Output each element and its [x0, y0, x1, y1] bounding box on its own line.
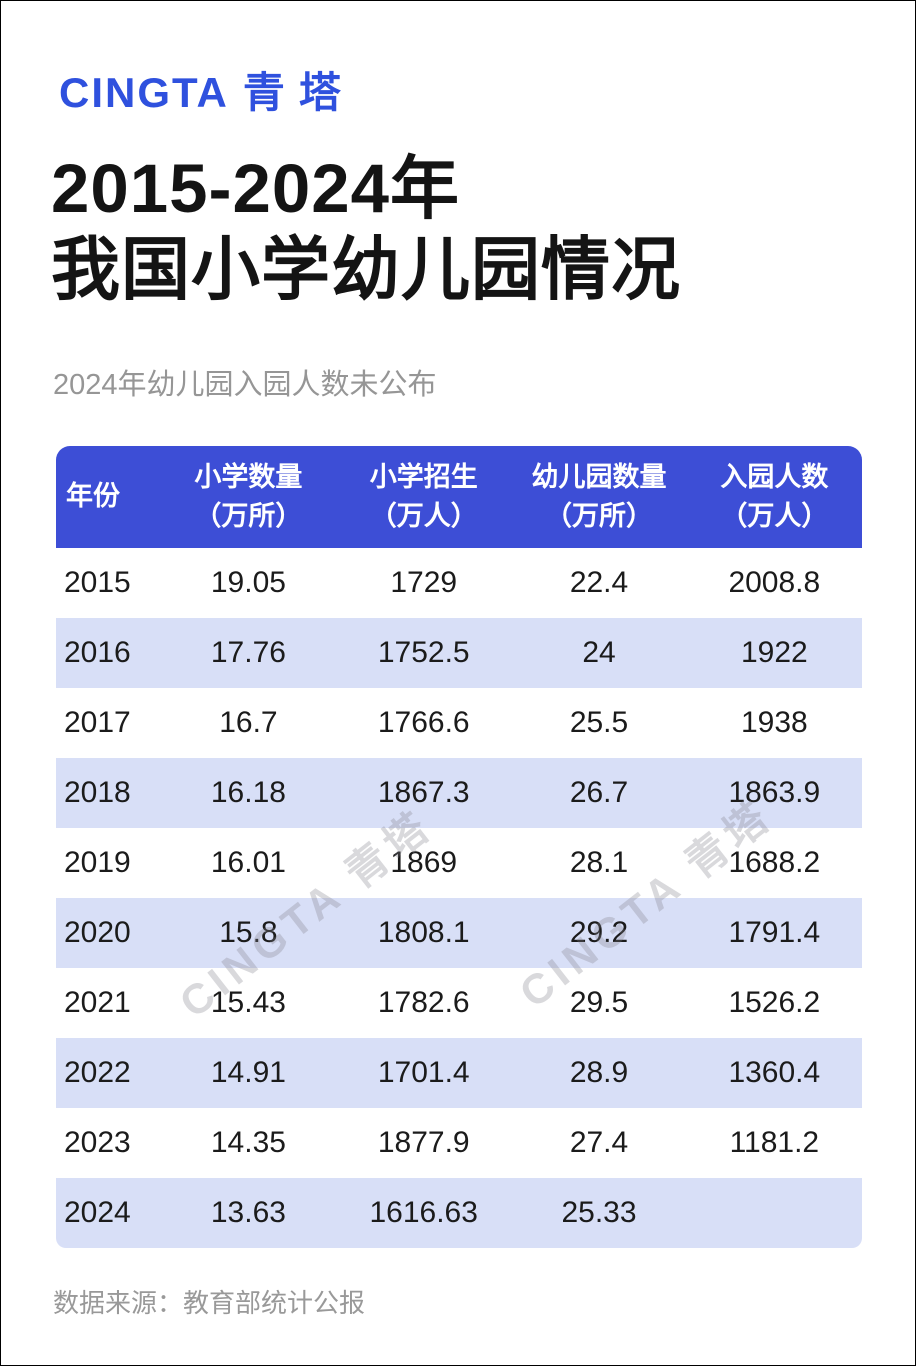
page-title: 2015-2024年 我国小学幼儿园情况 [51, 149, 681, 310]
cell-primary-school-enrollment: 1808.1 [336, 898, 512, 968]
cell-kindergarten-enrollment: 1688.2 [686, 828, 862, 898]
brand-logo-latin: CINGTA [59, 69, 229, 116]
cell-kindergarten-enrollment: 1922 [686, 618, 862, 688]
cell-kindergarten-enrollment: 1863.9 [686, 758, 862, 828]
table-row: 2024 13.63 1616.63 25.33 [56, 1178, 862, 1248]
cell-year: 2016 [56, 618, 161, 688]
table-row: 2022 14.91 1701.4 28.9 1360.4 [56, 1038, 862, 1108]
cell-year: 2020 [56, 898, 161, 968]
subtitle-note: 2024年幼儿园入园人数未公布 [53, 369, 437, 401]
cell-primary-school-count: 14.35 [160, 1108, 337, 1178]
table-header-row: 年份 小学数量 （万所） 小学招生 （万人） 幼儿园数量 （万所） [56, 446, 862, 548]
cell-primary-school-count: 13.63 [160, 1178, 337, 1248]
cell-year: 2024 [56, 1178, 161, 1248]
data-table: 年份 小学数量 （万所） 小学招生 （万人） 幼儿园数量 （万所） [56, 446, 862, 1248]
cell-primary-school-count: 15.8 [160, 898, 337, 968]
cell-year: 2017 [56, 688, 161, 758]
page-title-line2: 我国小学幼儿园情况 [51, 230, 681, 308]
column-header-primary-school-enrollment: 小学招生 （万人） [336, 446, 512, 548]
table-header: 年份 小学数量 （万所） 小学招生 （万人） 幼儿园数量 （万所） [56, 446, 862, 548]
cell-primary-school-enrollment: 1877.9 [336, 1108, 512, 1178]
cell-kindergarten-count: 29.2 [511, 898, 687, 968]
cell-kindergarten-enrollment [686, 1178, 862, 1248]
table-row: 2018 16.18 1867.3 26.7 1863.9 [56, 758, 862, 828]
cell-kindergarten-enrollment: 1181.2 [686, 1108, 862, 1178]
table-row: 2016 17.76 1752.5 24 1922 [56, 618, 862, 688]
table-row: 2020 15.8 1808.1 29.2 1791.4 [56, 898, 862, 968]
cell-primary-school-count: 16.7 [160, 688, 337, 758]
cell-kindergarten-enrollment: 1526.2 [686, 968, 862, 1038]
cell-year: 2019 [56, 828, 161, 898]
table-row: 2017 16.7 1766.6 25.5 1938 [56, 688, 862, 758]
cell-primary-school-count: 14.91 [160, 1038, 337, 1108]
cell-year: 2018 [56, 758, 161, 828]
column-header-kindergarten-enrollment: 入园人数 （万人） [686, 446, 862, 548]
page-title-line1: 2015-2024年 [51, 150, 460, 227]
cell-primary-school-count: 16.01 [160, 828, 337, 898]
cell-kindergarten-count: 25.5 [511, 688, 687, 758]
cell-primary-school-enrollment: 1701.4 [336, 1038, 512, 1108]
brand-logo: CINGTA 青塔 [59, 59, 355, 120]
cell-primary-school-enrollment: 1752.5 [336, 618, 512, 688]
data-table-container: 年份 小学数量 （万所） 小学招生 （万人） 幼儿园数量 （万所） [56, 446, 862, 1248]
table-body: 2015 19.05 1729 22.4 2008.8 2016 17.76 1… [56, 548, 862, 1248]
cell-kindergarten-count: 28.9 [511, 1038, 687, 1108]
data-source: 数据来源：教育部统计公报 [53, 1288, 366, 1318]
cell-kindergarten-count: 27.4 [511, 1108, 687, 1178]
cell-kindergarten-count: 26.7 [511, 758, 687, 828]
cell-kindergarten-enrollment: 1360.4 [686, 1038, 862, 1108]
cell-primary-school-count: 16.18 [160, 758, 337, 828]
cell-primary-school-count: 17.76 [160, 618, 337, 688]
cell-kindergarten-enrollment: 1938 [686, 688, 862, 758]
cell-primary-school-enrollment: 1869 [336, 828, 512, 898]
cell-primary-school-count: 19.05 [160, 548, 337, 618]
column-header-kindergarten-count: 幼儿园数量 （万所） [511, 446, 687, 548]
cell-primary-school-count: 15.43 [160, 968, 337, 1038]
cell-kindergarten-enrollment: 2008.8 [686, 548, 862, 618]
cell-kindergarten-count: 24 [511, 618, 687, 688]
cell-year: 2023 [56, 1108, 161, 1178]
cell-kindergarten-count: 25.33 [511, 1178, 687, 1248]
brand-logo-cjk: 青塔 [242, 69, 355, 116]
table-row: 2021 15.43 1782.6 29.5 1526.2 [56, 968, 862, 1038]
column-header-primary-school-count: 小学数量 （万所） [160, 446, 337, 548]
cell-kindergarten-count: 29.5 [511, 968, 687, 1038]
cell-kindergarten-count: 22.4 [511, 548, 687, 618]
table-row: 2015 19.05 1729 22.4 2008.8 [56, 548, 862, 618]
cell-primary-school-enrollment: 1867.3 [336, 758, 512, 828]
cell-kindergarten-enrollment: 1791.4 [686, 898, 862, 968]
cell-primary-school-enrollment: 1766.6 [336, 688, 512, 758]
cell-year: 2015 [56, 548, 161, 618]
column-header-year: 年份 [56, 446, 161, 548]
cell-primary-school-enrollment: 1782.6 [336, 968, 512, 1038]
cell-primary-school-enrollment: 1616.63 [336, 1178, 512, 1248]
cell-year: 2021 [56, 968, 161, 1038]
cell-primary-school-enrollment: 1729 [336, 548, 512, 618]
table-row: 2019 16.01 1869 28.1 1688.2 [56, 828, 862, 898]
cell-year: 2022 [56, 1038, 161, 1108]
cell-kindergarten-count: 28.1 [511, 828, 687, 898]
table-row: 2023 14.35 1877.9 27.4 1181.2 [56, 1108, 862, 1178]
